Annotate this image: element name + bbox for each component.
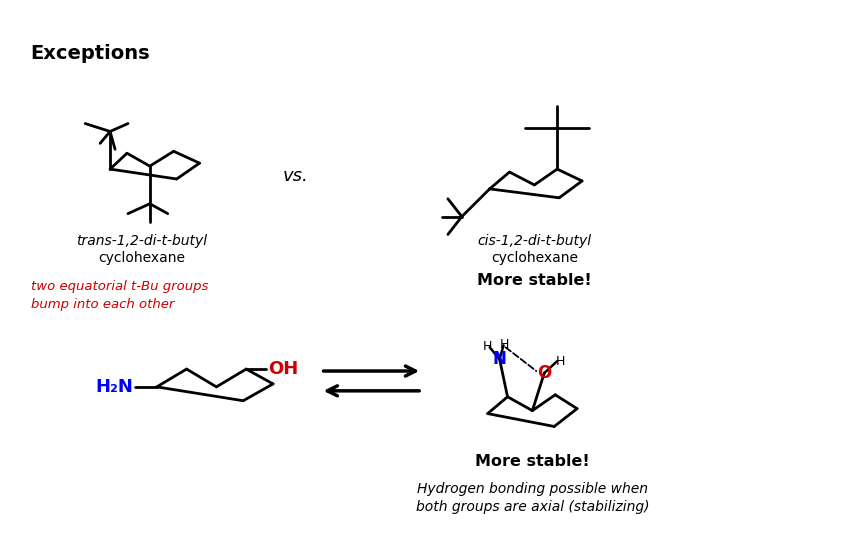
Text: H₂N: H₂N (95, 378, 133, 396)
Text: N: N (493, 350, 507, 368)
Text: Exceptions: Exceptions (30, 44, 150, 63)
Text: both groups are axial (stabilizing): both groups are axial (stabilizing) (416, 500, 649, 513)
Text: cyclohexane: cyclohexane (98, 251, 186, 265)
Text: O: O (537, 364, 551, 382)
Text: Hydrogen bonding possible when: Hydrogen bonding possible when (417, 482, 648, 496)
Text: H: H (483, 340, 492, 353)
Text: cyclohexane: cyclohexane (490, 251, 578, 265)
Text: More stable!: More stable! (475, 454, 589, 469)
Text: H: H (500, 338, 510, 351)
Text: bump into each other: bump into each other (30, 298, 174, 311)
Text: vs.: vs. (283, 167, 309, 185)
Text: cis-1,2-di-t-butyl: cis-1,2-di-t-butyl (477, 234, 591, 248)
Text: two equatorial t-Bu groups: two equatorial t-Bu groups (30, 280, 208, 293)
Text: OH: OH (268, 360, 299, 378)
Text: H: H (556, 354, 565, 368)
Text: More stable!: More stable! (477, 273, 592, 288)
Text: trans-1,2-di-t-butyl: trans-1,2-di-t-butyl (76, 234, 207, 248)
